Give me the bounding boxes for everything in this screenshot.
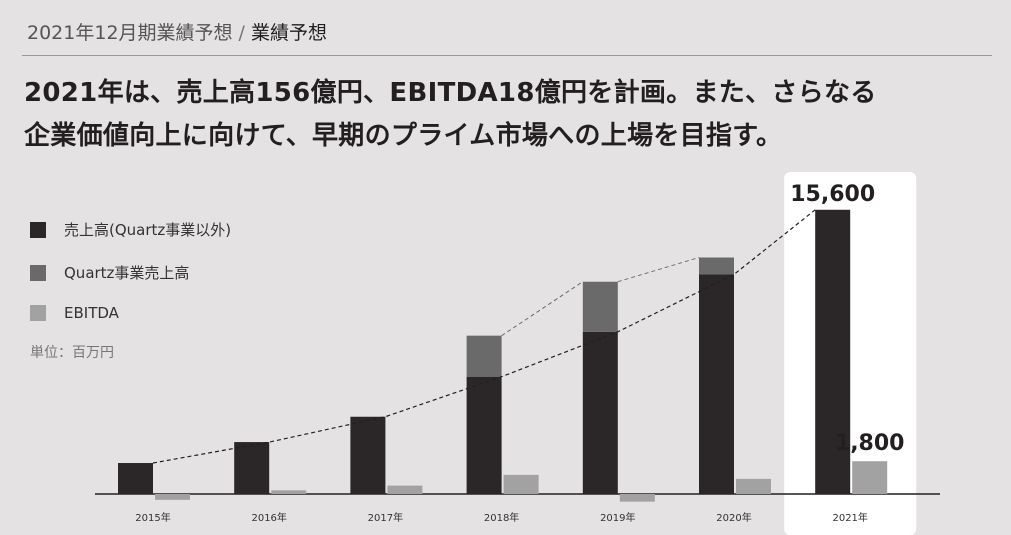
page-title: 2021年は、売上高156億円、EBITDA18億円を計画。また、さらなる 企業… <box>24 72 999 158</box>
x-tick-label: 2018年 <box>484 511 519 524</box>
headline-line-1: 2021年は、売上高156億円、EBITDA18億円を計画。また、さらなる <box>24 78 877 108</box>
bar-ebitda <box>503 474 539 494</box>
x-tick-label: 2017年 <box>368 511 403 524</box>
bar-sales-core <box>350 416 386 494</box>
breadcrumb-current: 業績予想 <box>250 22 327 44</box>
legend-swatch-sales-core <box>30 222 46 238</box>
bar-sales-quartz <box>582 281 618 332</box>
bar-ebitda <box>852 461 888 494</box>
unit-label: 単位：百万円 <box>30 345 114 361</box>
bar-sales-core <box>699 274 734 494</box>
bar-sales-core <box>466 376 502 494</box>
bar-sales-quartz <box>699 257 734 275</box>
breadcrumb-separator: / <box>238 22 245 44</box>
breadcrumb: 2021年12月期業績予想 / 業績予想 <box>27 18 327 45</box>
x-tick-label: 2020年 <box>716 511 751 524</box>
trend-line-sales-core <box>152 209 816 464</box>
bar-ebitda <box>619 494 655 502</box>
data-label-sales: 15,600 <box>790 182 875 207</box>
legend-label-ebitda: EBITDA <box>64 304 119 322</box>
bar-ebitda <box>155 494 190 500</box>
headline-line-2: 企業価値向上に向けて、早期のプライム市場への上場を目指す。 <box>24 121 783 151</box>
breadcrumb-parent: 2021年12月期業績予想 <box>27 22 233 44</box>
bar-ebitda <box>736 478 771 494</box>
bar-sales-core <box>118 463 153 494</box>
legend-swatch-sales-quartz <box>30 265 46 281</box>
x-tick-label: 2019年 <box>600 511 635 524</box>
x-tick-label: 2021年 <box>832 511 867 524</box>
data-label-ebitda: 1,800 <box>835 431 905 456</box>
x-tick-label: 2015年 <box>135 511 170 524</box>
bar-ebitda <box>271 490 307 494</box>
x-tick-label: 2016年 <box>251 511 286 524</box>
bar-sales-core <box>582 331 618 494</box>
bar-sales-core <box>234 442 270 494</box>
bar-sales-core <box>815 209 851 494</box>
bar-sales-quartz <box>466 335 502 377</box>
legend-label-sales-core: 売上高(Quartz事業以外) <box>64 221 232 239</box>
header-divider <box>22 55 992 56</box>
legend-label-sales-quartz: Quartz事業売上高 <box>64 264 190 282</box>
trend-line-sales-quartz <box>501 257 700 337</box>
legend-swatch-ebitda <box>30 305 46 321</box>
bar-ebitda <box>387 485 423 494</box>
